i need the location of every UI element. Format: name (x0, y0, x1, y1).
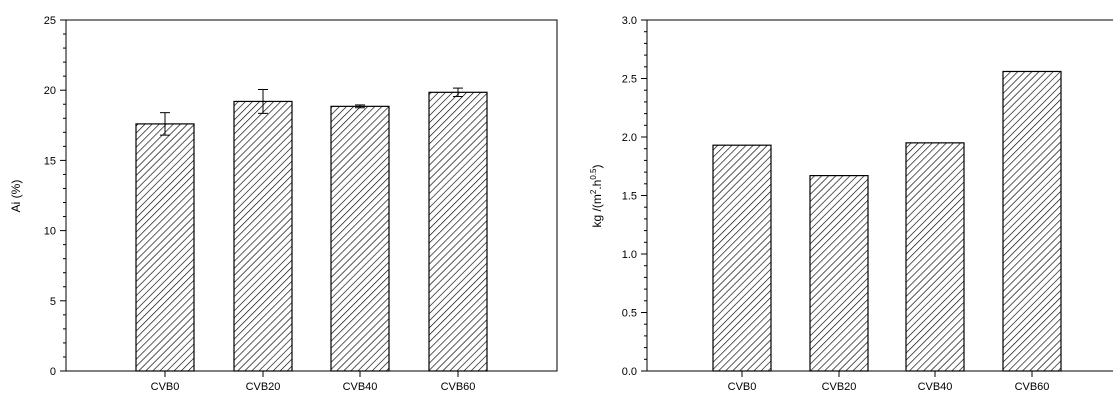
bar-cvb40 (330, 105, 390, 372)
error-bar-cvb20 (258, 88, 268, 114)
y-tick-label: 10 (44, 226, 56, 238)
bars (712, 70, 1062, 372)
bar-cvb0 (712, 144, 772, 372)
x-tick-label: CVB40 (343, 381, 378, 393)
y-axis-label-exponent-2: 0.5 (589, 168, 598, 180)
bar-cvb40 (905, 142, 965, 372)
y-tick-label: 5 (50, 296, 56, 308)
y-axis-label-base: kg /(m (590, 194, 604, 227)
x-tick-label: CVB60 (441, 381, 476, 393)
y-axis-label-exponent-1: 2 (589, 189, 598, 194)
x-tick-label: CVB0 (151, 381, 180, 393)
x-tick-label: CVB0 (728, 381, 757, 393)
x-tick-label: CVB20 (246, 381, 281, 393)
x-tick-label: CVB40 (918, 381, 953, 393)
plot-frame (65, 19, 558, 372)
error-bar-cvb60 (453, 87, 463, 98)
y-tick-label: 15 (44, 155, 56, 167)
y-axis-label-end: ) (590, 165, 604, 169)
error-bars (160, 87, 463, 136)
y-tick-label: 2.0 (622, 132, 637, 144)
y-axis-label: kg /(m2.h0.5) (589, 165, 604, 228)
bar-cvb20 (809, 175, 869, 372)
bar-cvb20 (233, 100, 293, 372)
y-tick-label: 3.0 (622, 15, 637, 27)
y-tick-label: 0.0 (622, 366, 637, 378)
x-axis-ticks: CVB0 CVB20 CVB40 CVB60 (151, 371, 476, 393)
x-tick-label: CVB20 (822, 381, 857, 393)
y-tick-label: 0.5 (622, 308, 637, 320)
bar-cvb60 (1002, 70, 1062, 372)
x-tick-label: CVB60 (1015, 381, 1050, 393)
bar-cvb60 (428, 91, 488, 372)
y-tick-label: 25 (44, 15, 56, 27)
y-tick-label: 20 (44, 85, 56, 97)
y-tick-label: 2.5 (622, 74, 637, 86)
y-axis-label: Ai (%) (9, 180, 23, 213)
y-axis-ticks: 0.0 0.5 1.0 1.5 2.0 2.5 3.0 (622, 15, 647, 378)
bar-cvb0 (135, 123, 195, 372)
y-tick-label: 0 (50, 366, 56, 378)
ai-percentage-bar-chart: 0 5 10 15 20 25 CVB0 CVB20 CVB40 CVB60 Ai (%) (9, 15, 558, 393)
error-bar-cvb40 (355, 104, 365, 109)
kg-rate-bar-chart: 0.0 0.5 1.0 1.5 2.0 2.5 3.0 CVB0 CVB20 CVB40 CVB6… (589, 15, 1113, 393)
y-tick-label: 1.5 (622, 191, 637, 203)
y-axis-ticks: 0 5 10 15 20 25 (44, 15, 66, 378)
y-tick-label: 1.0 (622, 249, 637, 261)
error-bar-cvb0 (160, 112, 170, 136)
x-axis-ticks: CVB0 CVB20 CVB40 CVB60 (728, 371, 1050, 393)
bars (135, 91, 488, 372)
y-axis-label-mid: .h (590, 180, 604, 190)
